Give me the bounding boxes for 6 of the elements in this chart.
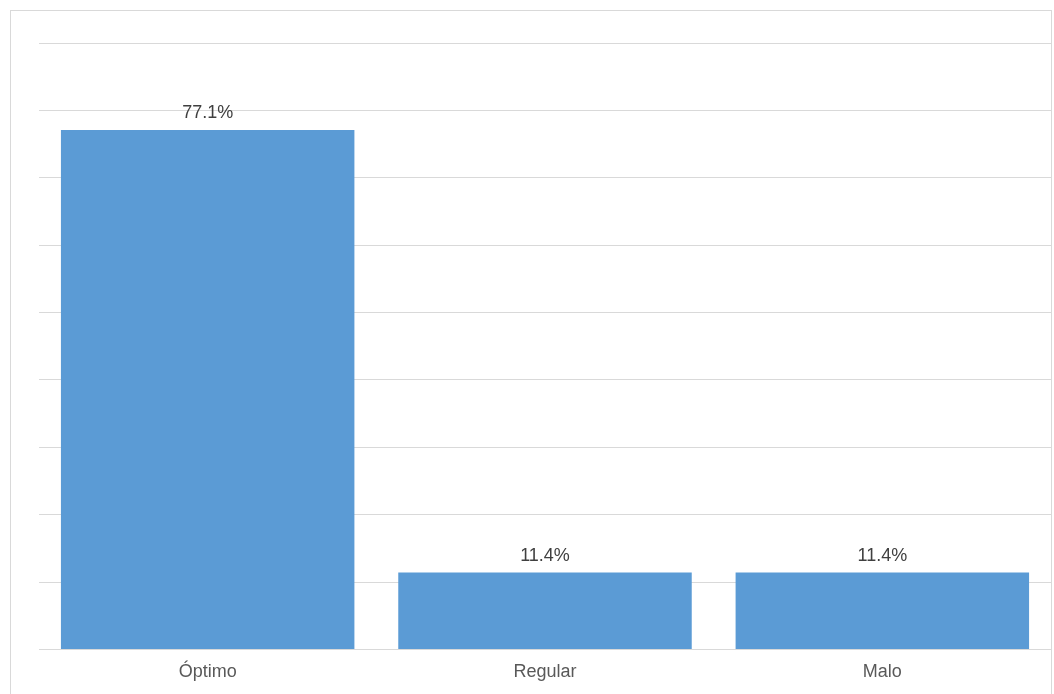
- x-tick-label: Regular: [513, 661, 577, 682]
- x-tick-label: Óptimo: [178, 660, 237, 682]
- data-label: 77.1%: [182, 101, 234, 122]
- data-label: 11.4%: [857, 544, 908, 565]
- data-label: 11.4%: [520, 544, 570, 565]
- x-tick-label: Malo: [862, 661, 902, 682]
